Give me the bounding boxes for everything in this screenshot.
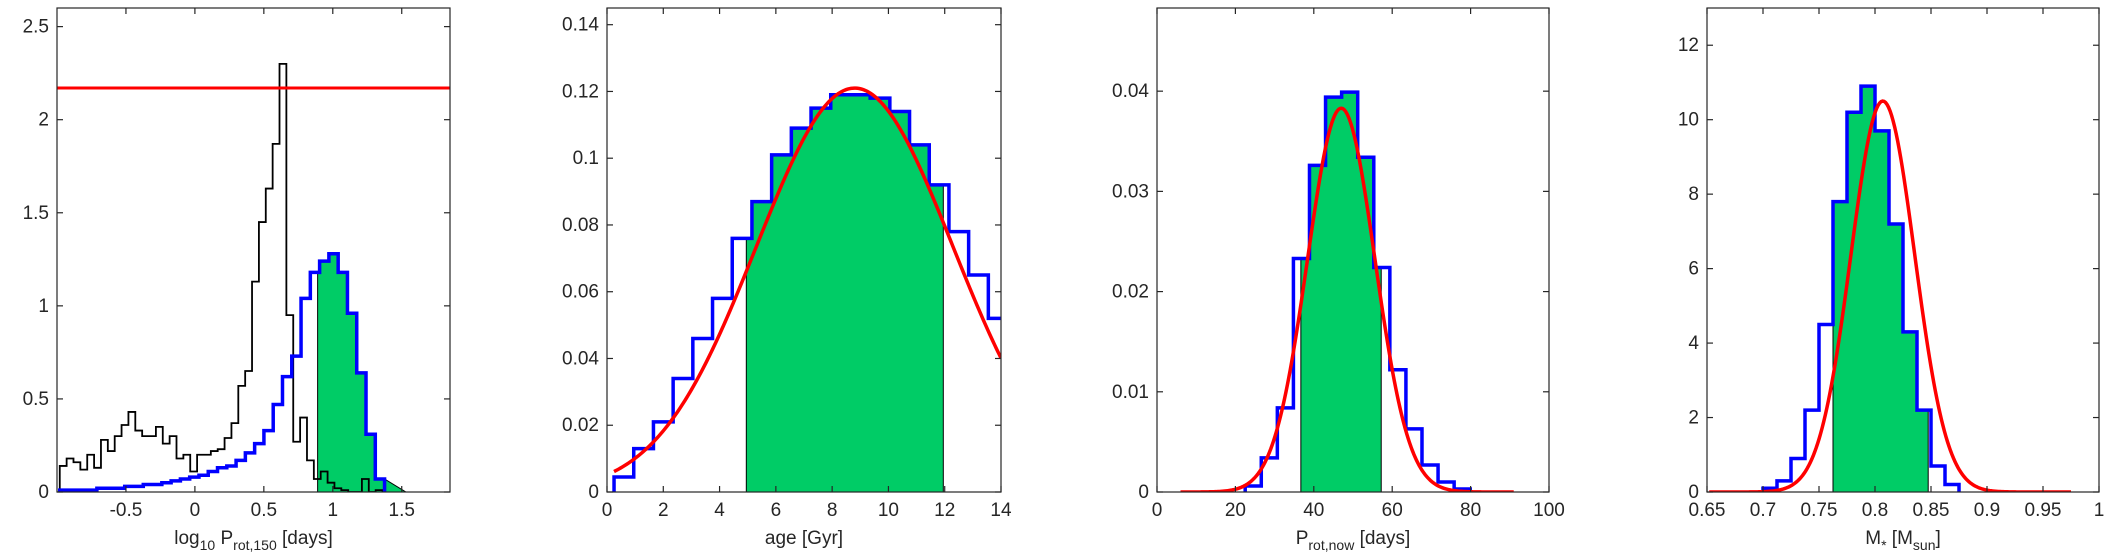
axes-frame [56,7,451,493]
x-tick-label: 60 [1382,500,1403,521]
x-axis-label-part: P [1296,528,1309,549]
x-axis-label: log10 Prot,150 [days] [174,528,332,553]
x-axis-label-part: P [215,528,233,549]
x-axis-label-part: age [Gyr] [765,528,843,549]
x-tick-label: 0.5 [251,500,277,521]
red-fit-curve [1180,106,1514,492]
y-tick-label: 6 [1688,259,1699,280]
x-tick-label: 0.65 [1689,500,1726,521]
x-axis-label-part: log [174,528,199,549]
x-tick-label: 100 [1533,500,1565,521]
x-tick-label: 0.85 [1913,500,1950,521]
y-tick-label: 0.01 [1112,382,1149,403]
x-tick-label: 40 [1303,500,1324,521]
x-axis-label-subscript: * [1881,537,1887,553]
x-tick-label: 80 [1460,500,1481,521]
x-axis-label-part: [days] [1354,528,1410,549]
x-axis-label-subscript: rot,now [1308,537,1355,553]
y-tick-label: 2 [1688,408,1699,429]
x-tick-label: 0 [190,500,201,521]
y-tick-label: 1.5 [23,203,49,224]
x-axis-label: Prot,now [days] [1296,528,1411,553]
y-tick-label: 8 [1688,184,1699,205]
x-tick-label: 1 [328,500,339,521]
x-tick-label: 0.75 [1801,500,1838,521]
black-histogram [58,62,384,492]
y-tick-label: 10 [1678,110,1699,131]
axes-frame [1156,7,1550,493]
x-tick-label: 4 [714,500,725,521]
y-tick-label: 0.08 [562,215,599,236]
plot-area [57,62,450,492]
x-axis-label-subscript: sun [1913,537,1936,553]
panel-3: 0 20 40 60 80 100 0 0.01 0.02 0.03 0.04 Prot,now [d… [1112,7,1565,553]
x-tick-label: 0.95 [2025,500,2062,521]
y-tick-label: 0.1 [573,148,599,169]
x-tick-label: 0.9 [1974,500,2000,521]
y-tick-label: 0 [588,482,599,503]
x-tick-label: 20 [1225,500,1246,521]
x-tick-label: 10 [878,500,899,521]
y-tick-label: 0.5 [23,389,49,410]
y-tick-label: 1 [38,296,49,317]
x-tick-label: 12 [934,500,955,521]
panel-1: -0.5 0 0.5 1 1.5 0 0.5 1 1.5 2 2.5 log10 Prot,150 [… [23,7,451,553]
y-tick-label: 2 [38,110,49,131]
y-tick-label: 0.12 [562,81,599,102]
axes-frame [1706,7,2100,493]
x-axis-label-subscript: 10 [200,537,216,553]
y-tick-label: 2.5 [23,17,49,38]
y-tick-label: 0.14 [562,15,599,36]
y-tick-label: 0 [1138,482,1149,503]
y-tick-label: 12 [1678,35,1699,56]
x-tick-label: 2 [658,500,669,521]
y-tick-label: 0.06 [562,282,599,303]
y-tick-label: 0.04 [1112,81,1149,102]
x-tick-label: 0 [602,500,613,521]
plot-area [612,86,1001,492]
axes-frame [606,7,1002,493]
y-tick-label: 0.04 [562,348,599,369]
plot-area [1180,90,1514,492]
x-axis-label-part: [M [1887,528,1913,549]
blue-histogram [58,251,387,492]
x-tick-label: 14 [990,500,1012,521]
x-tick-label: 1 [2094,500,2105,521]
x-tick-label: 0.8 [1862,500,1888,521]
red-fit-curve [613,86,1001,474]
x-axis-label-part: [days] [277,528,333,549]
blue-histogram [1243,90,1472,492]
y-tick-label: 4 [1688,333,1699,354]
blue-histogram [612,93,1001,492]
x-tick-label: 0.7 [1750,500,1776,521]
blue-histogram [1761,84,1961,492]
y-tick-label: 0 [1688,482,1699,503]
panel-2: 0 2 4 6 8 10 12 14 0 0.02 0.04 0.06 0.08 0.1 0.12 0.14 a… [562,7,1012,549]
y-tick-label: 0 [38,482,49,503]
x-tick-label: 0 [1152,500,1163,521]
x-axis-label-subscript: rot,150 [233,537,277,553]
x-tick-label: 8 [827,500,838,521]
y-tick-label: 0.02 [562,415,599,436]
x-tick-label: -0.5 [110,500,143,521]
x-axis-label-part: ] [1935,528,1940,549]
y-tick-label: 0.03 [1112,181,1149,202]
y-tick-label: 0.02 [1112,282,1149,303]
x-axis-label-part: M [1865,528,1881,549]
x-tick-label: 6 [771,500,782,521]
x-axis-label: age [Gyr] [765,528,843,549]
x-tick-label: 1.5 [389,500,415,521]
x-axis-label: M* [Msun] [1865,528,1941,553]
